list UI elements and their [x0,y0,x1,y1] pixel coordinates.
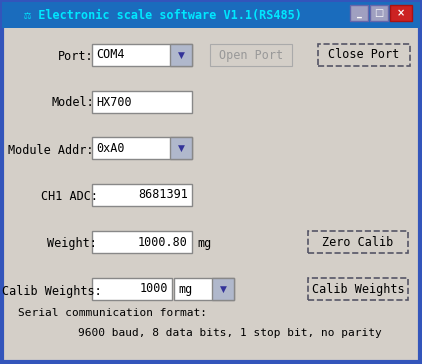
Text: Zero Calib: Zero Calib [322,236,394,249]
FancyBboxPatch shape [308,231,408,253]
Text: ⚖ Electronic scale software V1.1(RS485): ⚖ Electronic scale software V1.1(RS485) [24,8,302,21]
FancyBboxPatch shape [390,5,412,21]
Text: □: □ [374,8,384,18]
FancyBboxPatch shape [92,44,192,66]
Text: Close Port: Close Port [328,48,400,62]
Text: 0xA0: 0xA0 [96,142,124,154]
Text: ×: × [397,8,405,18]
Text: Module Addr:: Module Addr: [8,143,94,157]
FancyBboxPatch shape [92,278,172,300]
Text: CH1 ADC:: CH1 ADC: [41,190,98,203]
FancyBboxPatch shape [92,91,192,113]
Text: _: _ [357,8,361,18]
FancyBboxPatch shape [308,278,408,300]
Text: 1000.80: 1000.80 [138,236,188,249]
FancyBboxPatch shape [318,44,410,66]
Text: 8681391: 8681391 [138,189,188,202]
Text: Calib Weights:: Calib Weights: [2,285,102,297]
Text: Weight:: Weight: [47,237,97,250]
FancyBboxPatch shape [92,231,192,253]
FancyBboxPatch shape [370,5,388,21]
Text: Model:: Model: [51,96,94,110]
Text: Serial communication format:: Serial communication format: [18,308,207,318]
Text: COM4: COM4 [96,48,124,62]
FancyBboxPatch shape [170,44,192,66]
Text: 1000: 1000 [140,282,168,296]
FancyBboxPatch shape [350,5,368,21]
Text: Port:: Port: [58,51,94,63]
FancyBboxPatch shape [170,137,192,159]
Text: ▼: ▼ [178,51,184,59]
FancyBboxPatch shape [210,44,292,66]
Text: Calib Weights: Calib Weights [312,282,404,296]
Text: 9600 baud, 8 data bits, 1 stop bit, no parity: 9600 baud, 8 data bits, 1 stop bit, no p… [78,328,382,338]
Text: HX700: HX700 [96,95,132,108]
Text: ▼: ▼ [219,285,227,293]
FancyBboxPatch shape [212,278,234,300]
Text: mg: mg [178,282,192,296]
FancyBboxPatch shape [92,184,192,206]
Text: ▼: ▼ [178,143,184,153]
FancyBboxPatch shape [2,2,420,362]
Text: Open Port: Open Port [219,48,283,62]
FancyBboxPatch shape [174,278,234,300]
FancyBboxPatch shape [92,137,192,159]
Text: mg: mg [197,237,211,250]
FancyBboxPatch shape [2,2,420,28]
